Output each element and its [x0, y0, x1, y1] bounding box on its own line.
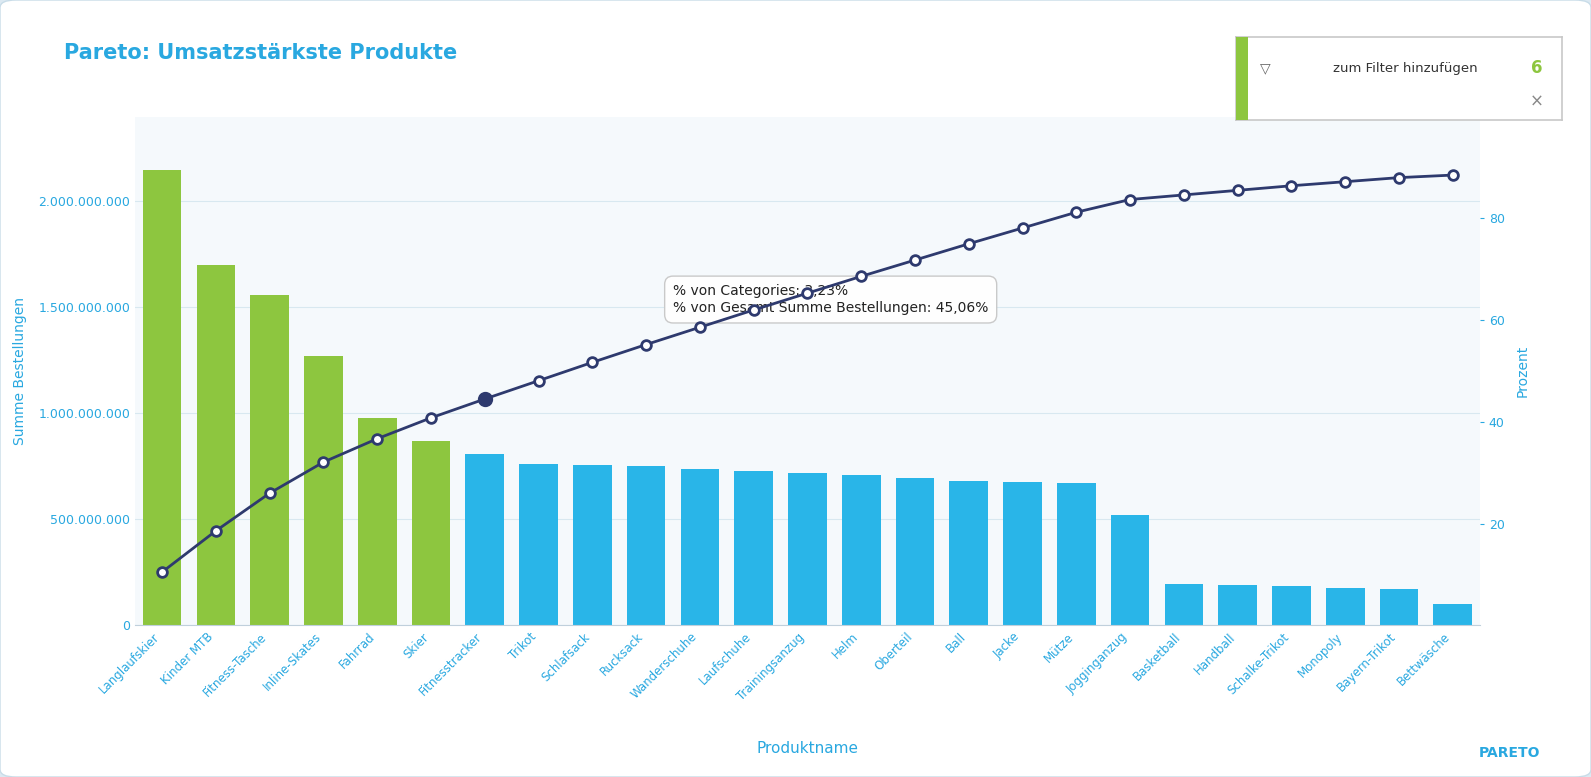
Text: zum Filter hinzufügen: zum Filter hinzufügen — [1333, 62, 1478, 75]
Bar — [1273, 587, 1311, 625]
Text: ×: × — [1529, 93, 1543, 111]
Bar — [788, 472, 827, 625]
Bar — [466, 454, 504, 625]
Bar — [250, 294, 290, 625]
Text: ▽: ▽ — [1260, 61, 1271, 75]
Bar — [896, 478, 934, 625]
Bar — [681, 469, 719, 625]
Bar — [735, 471, 773, 625]
Bar — [143, 169, 181, 625]
Bar — [412, 441, 450, 625]
Bar — [358, 418, 396, 625]
Bar — [304, 356, 342, 625]
Bar — [1433, 605, 1472, 625]
Bar — [197, 265, 235, 625]
Text: Pareto: Umsatzstärkste Produkte: Pareto: Umsatzstärkste Produkte — [64, 43, 457, 63]
X-axis label: Produktname: Produktname — [756, 741, 859, 757]
Bar — [1004, 483, 1042, 625]
Bar — [1165, 584, 1203, 625]
Bar — [1379, 590, 1418, 625]
Bar — [1236, 37, 1247, 120]
Y-axis label: Summe Bestellungen: Summe Bestellungen — [13, 297, 27, 445]
Text: 6: 6 — [1531, 59, 1542, 78]
Y-axis label: Prozent: Prozent — [1516, 345, 1531, 397]
Bar — [573, 465, 611, 625]
Bar — [842, 475, 880, 625]
Bar — [1111, 515, 1149, 625]
Bar — [519, 465, 558, 625]
Text: PARETO: PARETO — [1478, 746, 1540, 760]
Bar — [1056, 483, 1096, 625]
Bar — [1325, 588, 1365, 625]
Bar — [1219, 585, 1257, 625]
Text: % von Categories: 3,23%
% von Gesamt Summe Bestellungen: 45,06%: % von Categories: 3,23% % von Gesamt Sum… — [673, 284, 988, 315]
Bar — [950, 481, 988, 625]
Bar — [627, 466, 665, 625]
